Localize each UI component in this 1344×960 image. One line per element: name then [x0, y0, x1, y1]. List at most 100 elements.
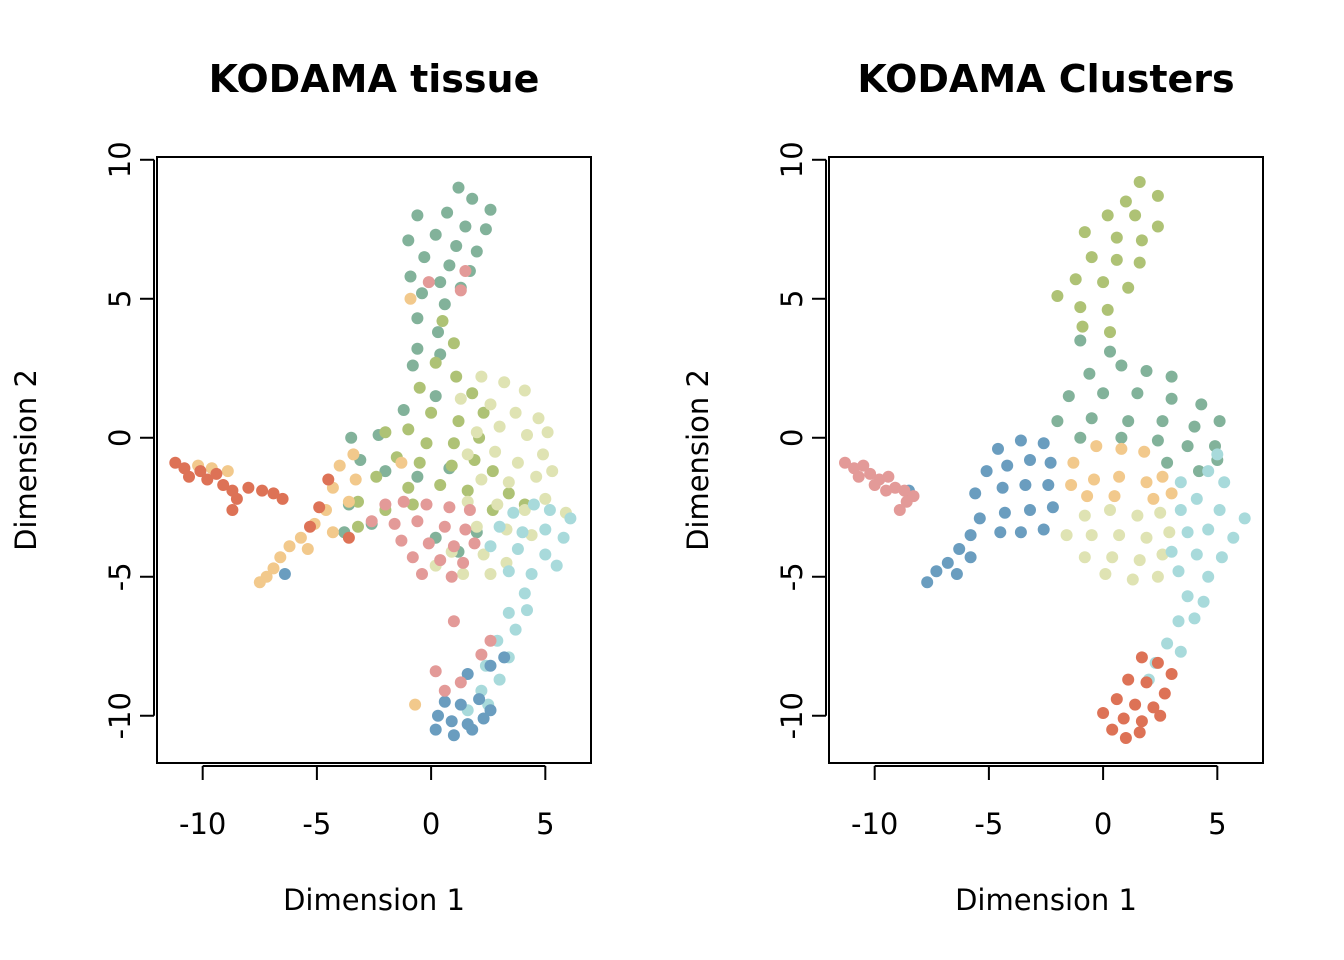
scatter-panel-tissue: KODAMA tissue Dimension 1 Dimension 2 -1… — [9, 57, 592, 917]
data-point — [443, 501, 456, 514]
data-point — [475, 648, 488, 661]
data-point — [349, 473, 362, 486]
data-point — [511, 543, 524, 555]
data-point — [1074, 334, 1087, 347]
data-point — [1156, 548, 1169, 561]
data-point — [1140, 476, 1153, 489]
x-tick-label: 0 — [1094, 807, 1112, 841]
x-axis-label: Dimension 1 — [283, 883, 465, 917]
data-point — [402, 481, 415, 494]
data-point — [1085, 412, 1098, 425]
data-point — [416, 568, 428, 580]
data-point — [1163, 526, 1176, 539]
data-point — [1119, 732, 1132, 744]
data-point — [267, 562, 280, 575]
data-point — [921, 576, 934, 589]
data-point — [365, 515, 378, 528]
data-point — [434, 554, 447, 567]
data-point — [1181, 440, 1194, 453]
data-point — [1044, 456, 1057, 469]
data-point — [484, 704, 497, 717]
data-point — [493, 673, 506, 686]
data-point — [1211, 448, 1224, 461]
data-point — [429, 356, 442, 369]
data-point — [230, 492, 243, 505]
data-point — [486, 465, 499, 478]
data-point — [445, 459, 458, 472]
data-point — [420, 498, 433, 511]
data-point — [1042, 479, 1055, 491]
data-point — [429, 228, 442, 241]
data-point — [543, 504, 556, 516]
data-point — [852, 470, 865, 483]
data-point — [1067, 456, 1080, 469]
data-point — [221, 465, 234, 478]
data-point — [1014, 526, 1027, 539]
data-point — [477, 406, 490, 419]
data-point — [525, 529, 538, 542]
data-point — [1165, 487, 1178, 500]
data-point — [546, 465, 559, 478]
data-point — [352, 520, 364, 533]
data-point — [477, 548, 490, 561]
data-point — [429, 390, 442, 403]
data-point — [484, 398, 497, 411]
data-point — [1097, 387, 1110, 400]
y-tick-label: 5 — [775, 290, 809, 308]
x-tick-label: 5 — [1208, 807, 1226, 841]
data-point — [418, 251, 431, 264]
data-point — [388, 517, 401, 530]
x-tick-label: -5 — [302, 807, 331, 841]
data-point — [326, 526, 339, 539]
data-point — [1135, 234, 1148, 247]
data-point — [416, 287, 428, 300]
data-point — [1099, 568, 1112, 580]
data-point — [898, 484, 911, 497]
data-point — [1090, 440, 1103, 453]
data-point — [429, 723, 442, 736]
data-point — [484, 659, 497, 672]
data-point — [1085, 529, 1098, 542]
data-point — [516, 526, 529, 539]
data-point — [379, 465, 392, 478]
data-point — [557, 531, 570, 544]
data-point — [930, 565, 943, 578]
data-point — [395, 534, 408, 547]
data-point — [274, 551, 287, 564]
data-point — [267, 487, 280, 500]
data-point — [518, 384, 531, 397]
data-point — [1088, 473, 1100, 486]
data-point — [907, 490, 920, 503]
data-point — [313, 501, 326, 514]
y-tick-label: 10 — [103, 141, 137, 178]
data-point — [1037, 437, 1050, 450]
data-point — [475, 473, 488, 486]
data-point — [397, 404, 410, 416]
scatter-panel-clusters: KODAMA Clusters Dimension 1 Dimension 2 … — [681, 57, 1264, 917]
data-point — [395, 456, 408, 469]
data-point — [447, 615, 460, 628]
x-axis: -10 -5 0 5 — [179, 765, 555, 841]
data-point — [194, 465, 207, 478]
data-point — [1085, 251, 1098, 264]
data-point — [484, 634, 497, 647]
data-point — [1165, 668, 1178, 680]
data-point — [1188, 420, 1201, 433]
data-point — [1151, 656, 1164, 669]
data-point — [409, 698, 422, 711]
data-point — [413, 381, 426, 394]
data-point — [1129, 209, 1142, 222]
data-point — [470, 426, 483, 439]
data-point — [1115, 442, 1128, 455]
data-point — [1161, 637, 1174, 650]
data-point — [304, 520, 316, 533]
data-point — [1113, 470, 1126, 483]
data-point — [445, 570, 458, 583]
data-point — [1147, 701, 1160, 714]
data-point — [1110, 693, 1123, 706]
data-point — [457, 568, 470, 580]
data-point — [450, 240, 463, 252]
data-point — [1140, 531, 1153, 544]
data-point — [441, 206, 454, 219]
data-point — [498, 651, 511, 664]
